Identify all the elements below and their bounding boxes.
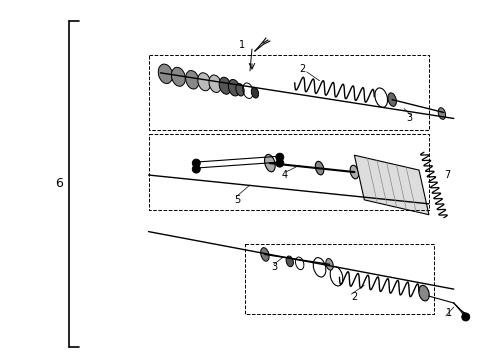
Polygon shape [354, 155, 429, 215]
Text: 2: 2 [351, 292, 358, 302]
Text: 5: 5 [234, 195, 240, 205]
Ellipse shape [228, 80, 240, 96]
Text: 6: 6 [55, 177, 63, 190]
Text: 4: 4 [282, 170, 288, 180]
Ellipse shape [326, 258, 333, 270]
Ellipse shape [236, 84, 244, 96]
Ellipse shape [158, 64, 172, 84]
Ellipse shape [350, 165, 359, 179]
Ellipse shape [438, 108, 445, 119]
Circle shape [192, 159, 200, 167]
Circle shape [462, 313, 470, 321]
Ellipse shape [186, 71, 199, 89]
Ellipse shape [316, 161, 324, 175]
Circle shape [276, 159, 284, 167]
Ellipse shape [172, 67, 185, 86]
Circle shape [192, 165, 200, 173]
Text: 1: 1 [239, 40, 245, 50]
Ellipse shape [286, 256, 294, 267]
Circle shape [276, 153, 284, 161]
Ellipse shape [419, 285, 429, 301]
Ellipse shape [388, 93, 396, 107]
Text: 3: 3 [406, 113, 412, 123]
Ellipse shape [265, 154, 275, 172]
Text: 1: 1 [446, 308, 452, 318]
Text: 2: 2 [299, 64, 306, 74]
Ellipse shape [261, 248, 269, 261]
Ellipse shape [209, 75, 221, 93]
Ellipse shape [198, 73, 211, 91]
Ellipse shape [219, 77, 231, 94]
Ellipse shape [251, 87, 259, 98]
Text: 3: 3 [272, 262, 278, 272]
Text: 7: 7 [444, 170, 450, 180]
